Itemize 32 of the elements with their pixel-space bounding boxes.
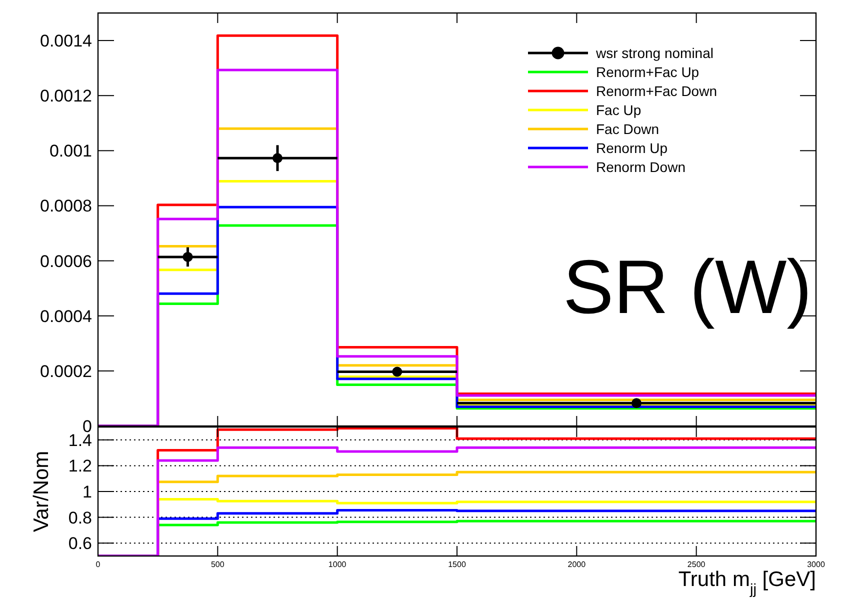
legend-label: wsr strong nominal	[595, 45, 714, 61]
legend-label: Renorm+Fac Up	[596, 64, 700, 80]
point	[272, 153, 282, 164]
x-tick-label: 3000	[807, 560, 826, 569]
x-tick-label: 1500	[448, 560, 466, 569]
legend-label: Renorm+Fac Down	[596, 83, 717, 99]
y-tick-label: 0.001	[49, 142, 92, 161]
y-tick-label: 0.0002	[40, 362, 92, 381]
x-tick-label: 0	[96, 560, 101, 569]
y-tick-label: 0.6	[68, 534, 92, 554]
y-tick-label: 0.0014	[40, 32, 92, 51]
y-tick-label: 1.2	[68, 456, 92, 476]
legend-label: Renorm Up	[596, 140, 668, 156]
point	[392, 366, 402, 377]
x-tick-label: 500	[210, 560, 225, 569]
y-axis-title: Var/Nom	[30, 450, 53, 532]
legend-label: Fac Down	[596, 121, 660, 137]
legend-label: Renorm Down	[596, 159, 686, 175]
y-tick-label: 0.8	[68, 508, 92, 528]
y-tick-label: 0.0006	[40, 252, 92, 271]
y-tick-label: 0.0004	[40, 306, 92, 326]
y-tick-label: 0.0012	[40, 86, 92, 106]
x-tick-label: 2500	[687, 560, 706, 569]
x-tick-label: 2000	[568, 560, 586, 569]
point	[632, 398, 642, 408]
y-tick-label: 1	[82, 482, 92, 502]
y-tick-label: 0.0008	[40, 196, 92, 216]
point	[182, 252, 193, 262]
legend-label: Fac Up	[596, 102, 642, 118]
annotation: SR (W)	[562, 245, 812, 330]
x-axis-title: Truth m$_{jj}$ [GeV]	[678, 568, 816, 598]
x-tick-label: 1000	[328, 560, 347, 569]
